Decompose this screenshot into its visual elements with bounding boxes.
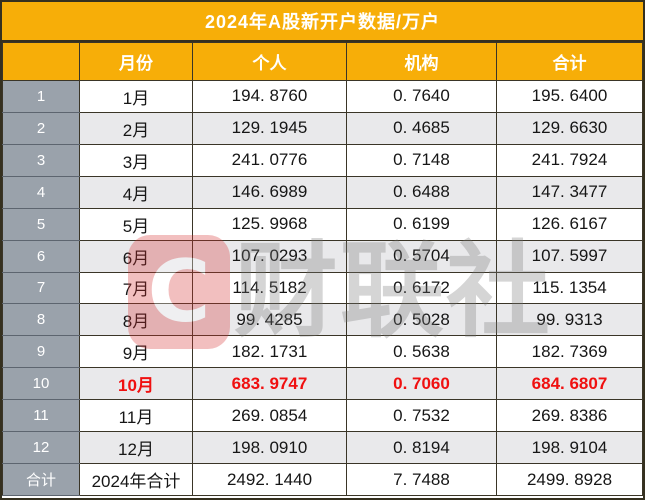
table-row: 5 5月 125. 9968 0. 6199 126. 6167	[2, 207, 643, 241]
institution-cell: 0. 7640	[346, 80, 497, 113]
table-row-total: 合计 2024年合计 2492. 1440 7. 7488 2499. 8928	[2, 463, 643, 496]
row-number: 8	[2, 303, 80, 337]
month-cell: 9月	[79, 335, 193, 369]
row-number: 12	[2, 431, 80, 465]
institution-cell: 0. 7532	[346, 399, 497, 433]
table-row: 3 3月 241. 0776 0. 7148 241. 7924	[2, 143, 643, 177]
month-cell: 4月	[79, 175, 193, 209]
month-cell: 7月	[79, 271, 193, 305]
personal-cell: 198. 0910	[192, 431, 347, 465]
total-cell: 147. 3477	[496, 175, 643, 209]
total-cell: 182. 7369	[496, 335, 643, 369]
month-cell: 10月	[79, 367, 193, 401]
table-row: 9 9月 182. 1731 0. 5638 182. 7369	[2, 335, 643, 369]
month-cell: 12月	[79, 431, 193, 465]
personal-cell: 194. 8760	[192, 80, 347, 113]
total-cell: 684. 6807	[496, 367, 643, 401]
institution-cell: 0. 4685	[346, 111, 497, 145]
row-number: 3	[2, 143, 80, 177]
row-number: 1	[2, 80, 80, 113]
personal-cell: 99. 4285	[192, 303, 347, 337]
personal-cell: 269. 0854	[192, 399, 347, 433]
total-cell: 195. 6400	[496, 80, 643, 113]
column-header-institution: 机构	[346, 42, 497, 81]
institution-cell: 0. 6172	[346, 271, 497, 305]
institution-cell: 0. 7148	[346, 143, 497, 177]
institution-cell: 7. 7488	[346, 463, 497, 496]
month-cell: 1月	[79, 80, 193, 113]
month-cell: 2024年合计	[79, 463, 193, 496]
total-cell: 129. 6630	[496, 111, 643, 145]
institution-cell: 0. 5704	[346, 239, 497, 273]
personal-cell: 241. 0776	[192, 143, 347, 177]
personal-cell: 125. 9968	[192, 207, 347, 241]
total-cell: 241. 7924	[496, 143, 643, 177]
row-number: 5	[2, 207, 80, 241]
data-table: 月份 个人 机构 合计 1 1月 194. 8760 0. 7640 195. …	[2, 42, 643, 496]
row-number: 合计	[2, 463, 80, 496]
table-row: 12 12月 198. 0910 0. 8194 198. 9104	[2, 431, 643, 465]
personal-cell: 182. 1731	[192, 335, 347, 369]
row-number: 10	[2, 367, 80, 401]
total-cell: 115. 1354	[496, 271, 643, 305]
month-cell: 3月	[79, 143, 193, 177]
table-title: 2024年A股新开户数据/万户	[2, 2, 643, 42]
personal-cell: 146. 6989	[192, 175, 347, 209]
total-cell: 269. 8386	[496, 399, 643, 433]
table-row: 6 6月 107. 0293 0. 5704 107. 5997	[2, 239, 643, 273]
total-cell: 126. 6167	[496, 207, 643, 241]
institution-cell: 0. 7060	[346, 367, 497, 401]
month-cell: 2月	[79, 111, 193, 145]
institution-cell: 0. 8194	[346, 431, 497, 465]
row-number: 2	[2, 111, 80, 145]
table-row: 4 4月 146. 6989 0. 6488 147. 3477	[2, 175, 643, 209]
table-row-highlighted: 10 10月 683. 9747 0. 7060 684. 6807	[2, 367, 643, 401]
personal-cell: 107. 0293	[192, 239, 347, 273]
row-number: 11	[2, 399, 80, 433]
personal-cell: 129. 1945	[192, 111, 347, 145]
row-number: 4	[2, 175, 80, 209]
institution-cell: 0. 5638	[346, 335, 497, 369]
column-header-total: 合计	[496, 42, 643, 81]
total-cell: 198. 9104	[496, 431, 643, 465]
row-number: 6	[2, 239, 80, 273]
column-header-personal: 个人	[192, 42, 347, 81]
institution-cell: 0. 6488	[346, 175, 497, 209]
total-cell: 107. 5997	[496, 239, 643, 273]
table-row: 1 1月 194. 8760 0. 7640 195. 6400	[2, 80, 643, 113]
personal-cell: 683. 9747	[192, 367, 347, 401]
row-number: 9	[2, 335, 80, 369]
month-cell: 11月	[79, 399, 193, 433]
column-header-month: 月份	[79, 42, 193, 81]
total-cell: 99. 9313	[496, 303, 643, 337]
month-cell: 6月	[79, 239, 193, 273]
personal-cell: 114. 5182	[192, 271, 347, 305]
corner-cell	[2, 42, 80, 81]
row-number: 7	[2, 271, 80, 305]
personal-cell: 2492. 1440	[192, 463, 347, 496]
table-row: 7 7月 114. 5182 0. 6172 115. 1354	[2, 271, 643, 305]
header-row: 月份 个人 机构 合计	[2, 42, 643, 81]
table-row: 2 2月 129. 1945 0. 4685 129. 6630	[2, 111, 643, 145]
total-cell: 2499. 8928	[496, 463, 643, 496]
month-cell: 8月	[79, 303, 193, 337]
table-row: 11 11月 269. 0854 0. 7532 269. 8386	[2, 399, 643, 433]
month-cell: 5月	[79, 207, 193, 241]
table-row: 8 8月 99. 4285 0. 5028 99. 9313	[2, 303, 643, 337]
institution-cell: 0. 5028	[346, 303, 497, 337]
institution-cell: 0. 6199	[346, 207, 497, 241]
